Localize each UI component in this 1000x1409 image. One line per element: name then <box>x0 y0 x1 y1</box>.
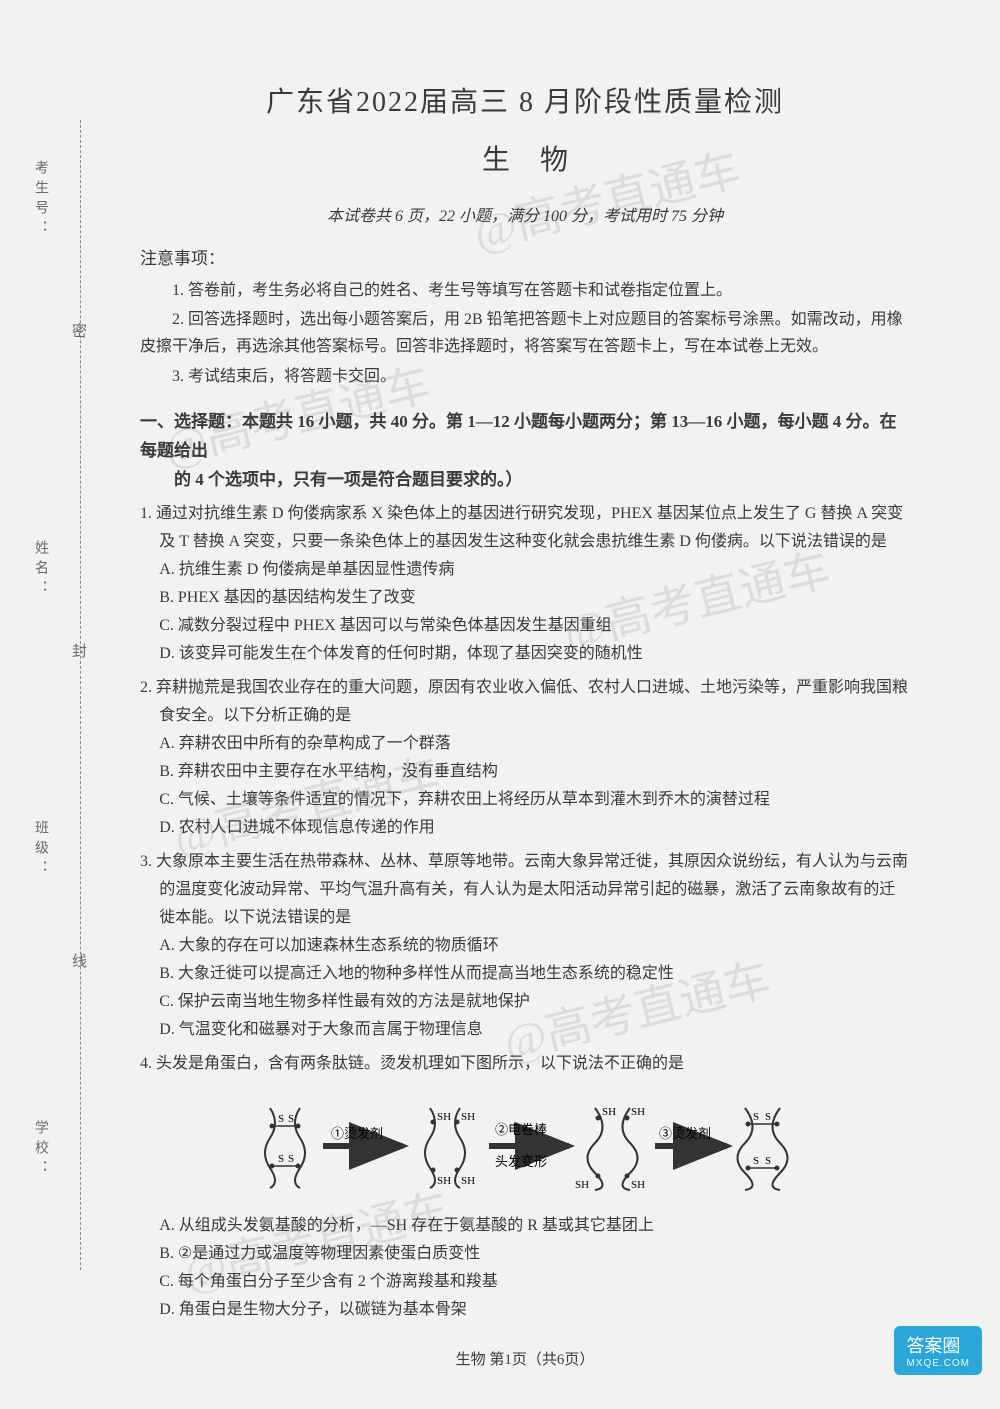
diagram-arrow-label: ①烫发剂 <box>331 1126 383 1141</box>
exam-title: 广东省2022届高三 8 月阶段性质量检测 <box>140 80 910 120</box>
question-option: C. 气候、土壤等条件适宜的情况下，弃耕农田上将经历从草本到灌木到乔木的演替过程 <box>140 786 910 814</box>
diagram-node-ss: SS SS <box>738 1108 788 1190</box>
svg-text:S: S <box>753 1111 759 1123</box>
svg-text:S: S <box>278 1113 284 1125</box>
question-option: C. 减数分裂过程中 PHEX 基因可以与常染色体基因发生基因重组 <box>140 612 910 640</box>
svg-text:S: S <box>765 1111 771 1123</box>
svg-text:SH: SH <box>631 1106 645 1118</box>
svg-text:SH: SH <box>461 1175 475 1187</box>
svg-text:SH: SH <box>461 1111 475 1123</box>
question-option: B. 大象迁徙可以提高迁入地的物种多样性从而提高当地生态系统的稳定性 <box>140 960 910 988</box>
diagram-arrow-label: ③烫发剂 <box>659 1126 711 1141</box>
svg-text:S: S <box>288 1113 294 1125</box>
question-option: A. 大象的存在可以加速森林生态系统的物质循环 <box>140 932 910 960</box>
svg-text:SH: SH <box>437 1111 451 1123</box>
svg-text:SH: SH <box>631 1179 645 1191</box>
exam-meta: 本试卷共 6 页，22 小题，满分 100 分，考试用时 75 分钟 <box>140 202 910 226</box>
badge-main: 答案圈 <box>906 1336 960 1356</box>
svg-text:S: S <box>765 1155 771 1167</box>
question-stem: 2. 弃耕抛荒是我国农业存在的重大问题，原因有农业收入偏低、农村人口进城、土地污… <box>140 674 910 730</box>
notice-item: 1. 答卷前，考生务必将自己的姓名、考生号等填写在答题卡和试卷指定位置上。 <box>140 277 910 304</box>
question-option: D. 农村人口进城不体现信息传递的作用 <box>140 814 910 842</box>
question-option: C. 每个角蛋白分子至少含有 2 个游离羧基和羧基 <box>140 1268 910 1296</box>
svg-text:S: S <box>753 1155 759 1167</box>
diagram-node-sh: SH SH SH SH <box>425 1108 475 1188</box>
diagram-node-sh: SH SH SH SH <box>575 1106 645 1191</box>
svg-text:SH: SH <box>602 1106 616 1118</box>
question-option: B. PHEX 基因的基因结构发生了改变 <box>140 584 910 612</box>
question-option: A. 抗维生素 D 佝偻病是单基因显性遗传病 <box>140 556 910 584</box>
diagram-arrow-label: 头发变形 <box>495 1154 547 1169</box>
svg-text:S: S <box>278 1153 284 1165</box>
section-heading-line1: 一、选择题：本题共 16 小题，共 40 分。第 1—12 小题每小题两分；第 … <box>140 412 897 460</box>
question-stem: 4. 头发是角蛋白，含有两条肽链。烫发机理如下图所示，以下说法不正确的是 <box>140 1050 910 1078</box>
question-option: C. 保护云南当地生物多样性最有效的方法是就地保护 <box>140 988 910 1016</box>
notice-item: 2. 回答选择题时，选出每小题答案后，用 2B 铅笔把答题卡上对应题目的答案标号… <box>140 306 910 360</box>
page-content: 广东省2022届高三 8 月阶段性质量检测 生物 本试卷共 6 页，22 小题，… <box>0 0 1000 1409</box>
notice-item: 3. 考试结束后，将答题卡交回。 <box>140 363 910 390</box>
question-stem: 1. 通过对抗维生素 D 佝偻病家系 X 染色体上的基因进行研究发现，PHEX … <box>140 500 910 556</box>
page-footer: 生物 第1页（共6页） <box>140 1348 910 1369</box>
svg-text:S: S <box>288 1153 294 1165</box>
question-option: A. 从组成头发氨基酸的分析，—SH 存在于氨基酸的 R 基或其它基团上 <box>140 1212 910 1240</box>
question-option: B. 弃耕农田中主要存在水平结构，没有垂直结构 <box>140 758 910 786</box>
diagram-node-ss: SS SS <box>265 1108 305 1188</box>
diagram-arrow-label: ②电卷棒 <box>495 1122 547 1137</box>
badge-sub: MXQE.COM <box>906 1358 970 1369</box>
question-option: A. 弃耕农田中所有的杂草构成了一个群落 <box>140 730 910 758</box>
source-badge: 答案圈 MXQE.COM <box>894 1326 982 1375</box>
question-option: D. 该变异可能发生在个体发育的任何时期，体现了基因突变的随机性 <box>140 640 910 668</box>
svg-text:SH: SH <box>575 1179 589 1191</box>
section-heading: 一、选择题：本题共 16 小题，共 40 分。第 1—12 小题每小题两分；第 … <box>140 408 910 495</box>
hair-perm-diagram: SS SS ①烫发剂 SH SH SH SH ②电卷棒 头发变形 <box>140 1088 910 1198</box>
svg-text:SH: SH <box>437 1175 451 1187</box>
section-heading-line2: 的 4 个选项中，只有一项是符合题目要求的。） <box>140 466 910 495</box>
notice-heading: 注意事项： <box>140 244 910 269</box>
exam-subject: 生物 <box>140 138 910 178</box>
question-option: D. 角蛋白是生物大分子，以碳链为基本骨架 <box>140 1296 910 1324</box>
question-option: B. ②是通过力或温度等物理因素使蛋白质变性 <box>140 1240 910 1268</box>
question-stem: 3. 大象原本主要生活在热带森林、丛林、草原等地带。云南大象异常迁徙，其原因众说… <box>140 848 910 932</box>
question-option: D. 气温变化和磁暴对于大象而言属于物理信息 <box>140 1016 910 1044</box>
